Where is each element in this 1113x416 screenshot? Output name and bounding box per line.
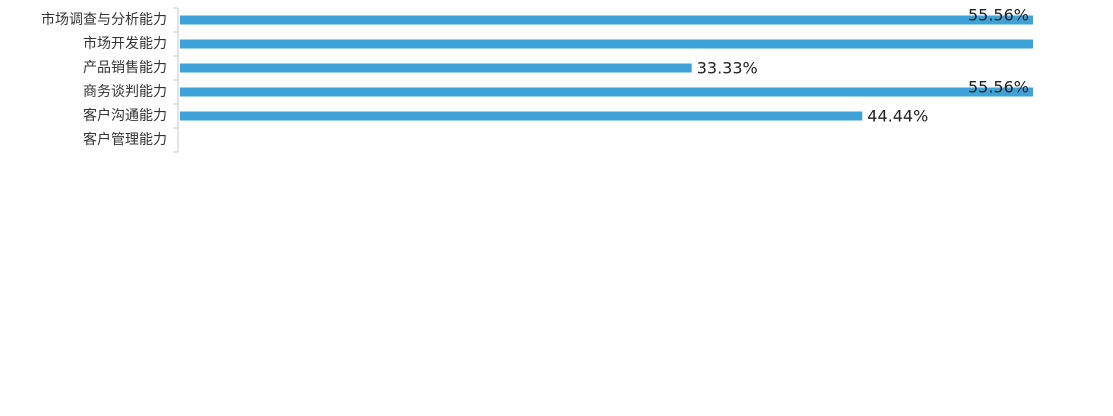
category-label: 客户管理能力	[83, 131, 167, 148]
bar	[180, 88, 1033, 97]
data-label: 33.33%	[697, 59, 758, 78]
category-label: 市场开发能力	[83, 35, 167, 52]
bar	[180, 64, 692, 73]
category-label: 客户沟通能力	[83, 107, 167, 124]
category-label: 商务谈判能力	[83, 84, 167, 100]
category-label: 产品销售能力	[83, 60, 167, 76]
bars	[180, 16, 1033, 121]
category-label: 市场调查与分析能力	[41, 11, 167, 28]
bar	[180, 40, 1033, 49]
category-axis-ticks	[173, 8, 178, 152]
data-label: 55.56%	[968, 78, 1029, 97]
bar	[180, 112, 862, 121]
data-label: 44.44%	[867, 107, 928, 126]
bar	[180, 16, 1033, 25]
data-label: 55.56%	[968, 6, 1029, 25]
